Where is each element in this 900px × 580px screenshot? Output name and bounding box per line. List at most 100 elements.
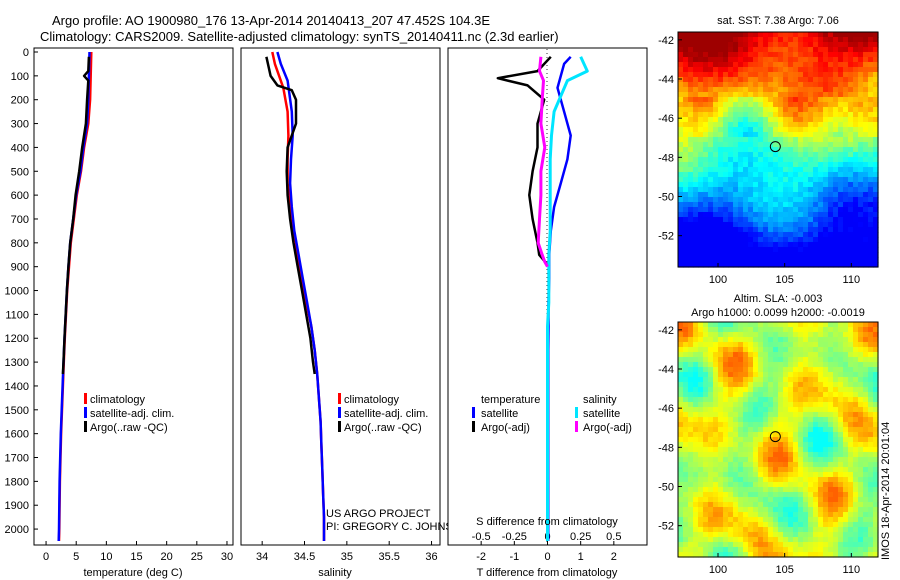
- sla-cell: [728, 447, 734, 453]
- sst-cell: [778, 92, 784, 98]
- sla-cell: [773, 527, 779, 533]
- sla-cell: [873, 377, 879, 383]
- sla-cell: [723, 437, 729, 443]
- sla-cell: [838, 532, 844, 538]
- sla-cell: [813, 467, 819, 473]
- sla-cell: [853, 337, 859, 343]
- sst-cell: [768, 57, 774, 63]
- sst-cell: [718, 122, 724, 128]
- sst-cell: [753, 112, 759, 118]
- sst-cell: [868, 137, 874, 143]
- sla-cell: [873, 487, 879, 493]
- sla-cell: [798, 532, 804, 538]
- sst-cell: [808, 37, 814, 43]
- sst-cell: [793, 202, 799, 208]
- sst-cell: [793, 257, 799, 263]
- sst-cell: [703, 97, 709, 103]
- sla-cell: [728, 412, 734, 418]
- sst-cell: [743, 227, 749, 233]
- sla-cell: [863, 492, 869, 498]
- sst-cell: [823, 67, 829, 73]
- sla-cell: [718, 527, 724, 533]
- sst-cell: [793, 107, 799, 113]
- sst-cell: [738, 207, 744, 213]
- sla-cell: [678, 402, 684, 408]
- sla-cell: [708, 527, 714, 533]
- sst-cell: [733, 87, 739, 93]
- sla-cell: [728, 547, 734, 553]
- sla-cell: [758, 412, 764, 418]
- sst-cell: [843, 112, 849, 118]
- sla-cell: [828, 387, 834, 393]
- sst-cell: [773, 102, 779, 108]
- sst-cell: [828, 177, 834, 183]
- sst-cell: [738, 172, 744, 178]
- sla-cell: [823, 517, 829, 523]
- sst-cell: [808, 207, 814, 213]
- sst-cell: [858, 132, 864, 138]
- sst-cell: [828, 242, 834, 248]
- sst-cell: [838, 42, 844, 48]
- sla-cell: [868, 467, 874, 473]
- temperature-x-label: temperature (deg C): [83, 567, 182, 579]
- sla-cell: [818, 447, 824, 453]
- sst-cell: [683, 212, 689, 218]
- sst-cell: [723, 82, 729, 88]
- sst-cell: [708, 152, 714, 158]
- sla-cell: [863, 447, 869, 453]
- sst-cell: [713, 147, 719, 153]
- sst-cell: [713, 227, 719, 233]
- sst-cell: [783, 87, 789, 93]
- sla-cell: [688, 442, 694, 448]
- sla-cell: [783, 522, 789, 528]
- sst-cell: [788, 257, 794, 263]
- sla-cell: [718, 467, 724, 473]
- sst-cell: [773, 182, 779, 188]
- sst-cell: [788, 62, 794, 68]
- sla-cell: [848, 387, 854, 393]
- sla-cell: [868, 492, 874, 498]
- sst-cell: [773, 137, 779, 143]
- sst-cell: [808, 182, 814, 188]
- sla-cell: [783, 532, 789, 538]
- sst-cell: [858, 232, 864, 238]
- sst-cell: [778, 42, 784, 48]
- sla-cell: [768, 522, 774, 528]
- sst-cell: [763, 152, 769, 158]
- sst-cell: [848, 192, 854, 198]
- sla-cell: [743, 537, 749, 543]
- sla-cell: [783, 457, 789, 463]
- sla-cell: [783, 477, 789, 483]
- sst-cell: [838, 57, 844, 63]
- sst-cell: [733, 162, 739, 168]
- sla-cell: [808, 357, 814, 363]
- sla-cell: [803, 342, 809, 348]
- sst-cell: [873, 167, 879, 173]
- sst-cell: [793, 52, 799, 58]
- sst-cell: [698, 92, 704, 98]
- sst-cell: [713, 32, 719, 38]
- sla-cell: [743, 347, 749, 353]
- sst-cell: [688, 262, 694, 268]
- sst-cell: [698, 127, 704, 133]
- sla-cell: [738, 407, 744, 413]
- sst-cell: [723, 222, 729, 228]
- sla-cell: [828, 397, 834, 403]
- sla-cell: [763, 432, 769, 438]
- sst-cell: [793, 102, 799, 108]
- sla-cell: [818, 547, 824, 553]
- sla-cell: [808, 487, 814, 493]
- sla-cell: [803, 337, 809, 343]
- sst-cell: [753, 147, 759, 153]
- sst-cell: [768, 257, 774, 263]
- sst-cell: [813, 262, 819, 268]
- sla-cell: [678, 342, 684, 348]
- sst-cell: [768, 157, 774, 163]
- sla-cell: [758, 322, 764, 328]
- sla-cell: [693, 512, 699, 518]
- sla-cell: [688, 417, 694, 423]
- sla-cell: [748, 547, 754, 553]
- sst-cell: [808, 157, 814, 163]
- sla-cell: [853, 342, 859, 348]
- sla-cell: [858, 402, 864, 408]
